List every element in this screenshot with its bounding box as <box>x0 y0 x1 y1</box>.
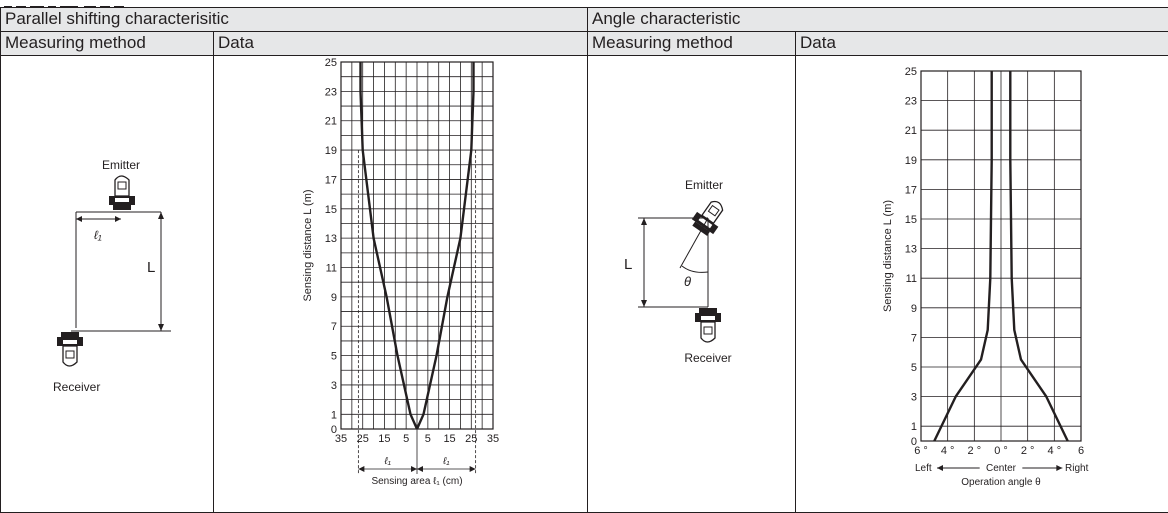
x-axis-label: Operation angle θ <box>961 477 1041 488</box>
x-tick-label: 4 ° <box>941 445 955 457</box>
y-tick-label: 3 <box>331 380 337 392</box>
left-offset-label: ℓ₁ <box>383 456 390 467</box>
grid-lines <box>340 61 494 430</box>
y-tick-label: 23 <box>905 95 917 107</box>
y-tick-label: 21 <box>325 116 337 128</box>
direction-center-label: Center <box>986 463 1017 474</box>
cropped-heading-glyphs <box>4 6 124 7</box>
y-tick-label: 23 <box>325 86 337 98</box>
y-tick-label: 0 <box>911 436 917 448</box>
y-tick-label: 25 <box>905 66 917 78</box>
x-tick-label: 15 <box>443 433 455 445</box>
characteristics-table: Parallel shifting characterisitic Angle … <box>0 7 1168 513</box>
y-tick-label: 3 <box>911 391 917 403</box>
x-tick-label: 35 <box>487 433 499 445</box>
x-tick-label: 0 ° <box>994 445 1008 457</box>
parallel-data-cell: 0 1 3 5 7 9 11 13 15 17 19 21 23 25 35 25 15 5 5 15 25 35 Sens… <box>212 54 589 513</box>
receiver-sensor-icon <box>695 307 722 343</box>
y-tick-label: 9 <box>331 292 337 304</box>
distance-label: L <box>624 256 632 273</box>
arrowhead <box>469 465 476 472</box>
x-tick-label: 25 <box>465 433 477 445</box>
emitter-sensor-icon <box>691 200 724 236</box>
series-line-2 <box>415 61 475 430</box>
y-tick-label: 1 <box>911 421 917 433</box>
y-tick-label: 19 <box>325 145 337 157</box>
parallel-data-header: Data <box>212 30 589 56</box>
y-tick-label: 11 <box>906 273 917 285</box>
emitter-label: Emitter <box>685 178 723 192</box>
y-tick-label: 13 <box>325 233 337 245</box>
y-tick-label: 11 <box>326 262 337 274</box>
y-tick-label: 1 <box>331 409 337 421</box>
emitter-label: Emitter <box>102 158 140 172</box>
angle-method-diagram: Emitter L θ <box>624 178 732 365</box>
y-tick-label: 5 <box>911 362 917 374</box>
left-arrowhead <box>937 464 944 471</box>
angle-data-header: Data <box>795 30 1168 56</box>
series-line-2 <box>1009 70 1069 442</box>
direction-right-label: Right <box>1065 463 1089 474</box>
angle-method-header: Measuring method <box>587 30 797 56</box>
x-tick-label: 25 <box>357 433 369 445</box>
x-tick-label: 2 ° <box>1021 445 1035 457</box>
right-offset-label: ℓ₁ <box>442 456 449 467</box>
x-tick-label: 5 <box>403 433 409 445</box>
series-line-1 <box>359 61 419 430</box>
y-tick-label: 25 <box>325 57 337 69</box>
y-tick-label: 19 <box>905 155 917 167</box>
plot-frame <box>920 70 1082 442</box>
parallel-method-diagram: Emitter ℓ₁ L <box>53 158 171 394</box>
x-tick-label: 5 <box>425 433 431 445</box>
parallel-method-cell: Emitter ℓ₁ L <box>0 54 214 513</box>
y-tick-label: 13 <box>905 243 917 255</box>
x-tick-label: 2 ° <box>968 445 982 457</box>
y-tick-label: 5 <box>331 350 337 362</box>
angle-data-cell: 0 1 3 5 7 9 11 13 15 17 19 21 23 25 6 ° 4 ° 2 ° 0 ° 2 ° 4 °… <box>795 54 1168 513</box>
arrowhead <box>358 465 365 472</box>
offset-label: ℓ₁ <box>94 228 102 242</box>
right-arrowhead <box>1056 464 1063 471</box>
cropped-heading-fragment <box>0 0 1168 7</box>
x-tick-label: 4 ° <box>1048 445 1062 457</box>
y-tick-label: 7 <box>331 321 337 333</box>
arrowhead <box>411 465 417 472</box>
receiver-sensor-icon <box>57 331 83 367</box>
parallel-section-title: Parallel shifting characterisitic <box>0 7 589 32</box>
y-tick-label: 17 <box>325 174 337 186</box>
x-tick-label: 15 <box>378 433 390 445</box>
x-axis-label: Sensing area ℓ₁ (cm) <box>371 476 462 487</box>
receiver-label: Receiver <box>53 380 100 394</box>
y-tick-label: 21 <box>905 125 917 137</box>
x-tick-label: 6 <box>1078 445 1084 457</box>
y-tick-label: 0 <box>331 424 337 436</box>
series-line-1 <box>933 70 993 442</box>
y-tick-label: 9 <box>911 303 917 315</box>
grid-lines <box>920 70 1082 442</box>
y-tick-label: 17 <box>905 184 917 196</box>
y-tick-label: 15 <box>905 214 917 226</box>
distance-label: L <box>147 259 155 276</box>
arrowhead <box>417 465 423 472</box>
angle-section-title: Angle characteristic <box>587 7 1168 32</box>
receiver-label: Receiver <box>684 351 731 365</box>
y-axis-label: Sensing distance L (m) <box>882 200 894 312</box>
y-tick-label: 15 <box>325 204 337 216</box>
x-tick-label: 6 ° <box>914 445 928 457</box>
x-tick-label: 35 <box>335 433 347 445</box>
y-axis-label: Sensing distance L (m) <box>302 189 314 301</box>
angle-label: θ <box>684 274 691 289</box>
angle-method-cell: Emitter L θ <box>587 54 797 513</box>
y-tick-label: 7 <box>911 332 917 344</box>
direction-left-label: Left <box>915 463 932 474</box>
parallel-method-header: Measuring method <box>0 30 214 56</box>
emitter-sensor-icon <box>109 175 135 210</box>
